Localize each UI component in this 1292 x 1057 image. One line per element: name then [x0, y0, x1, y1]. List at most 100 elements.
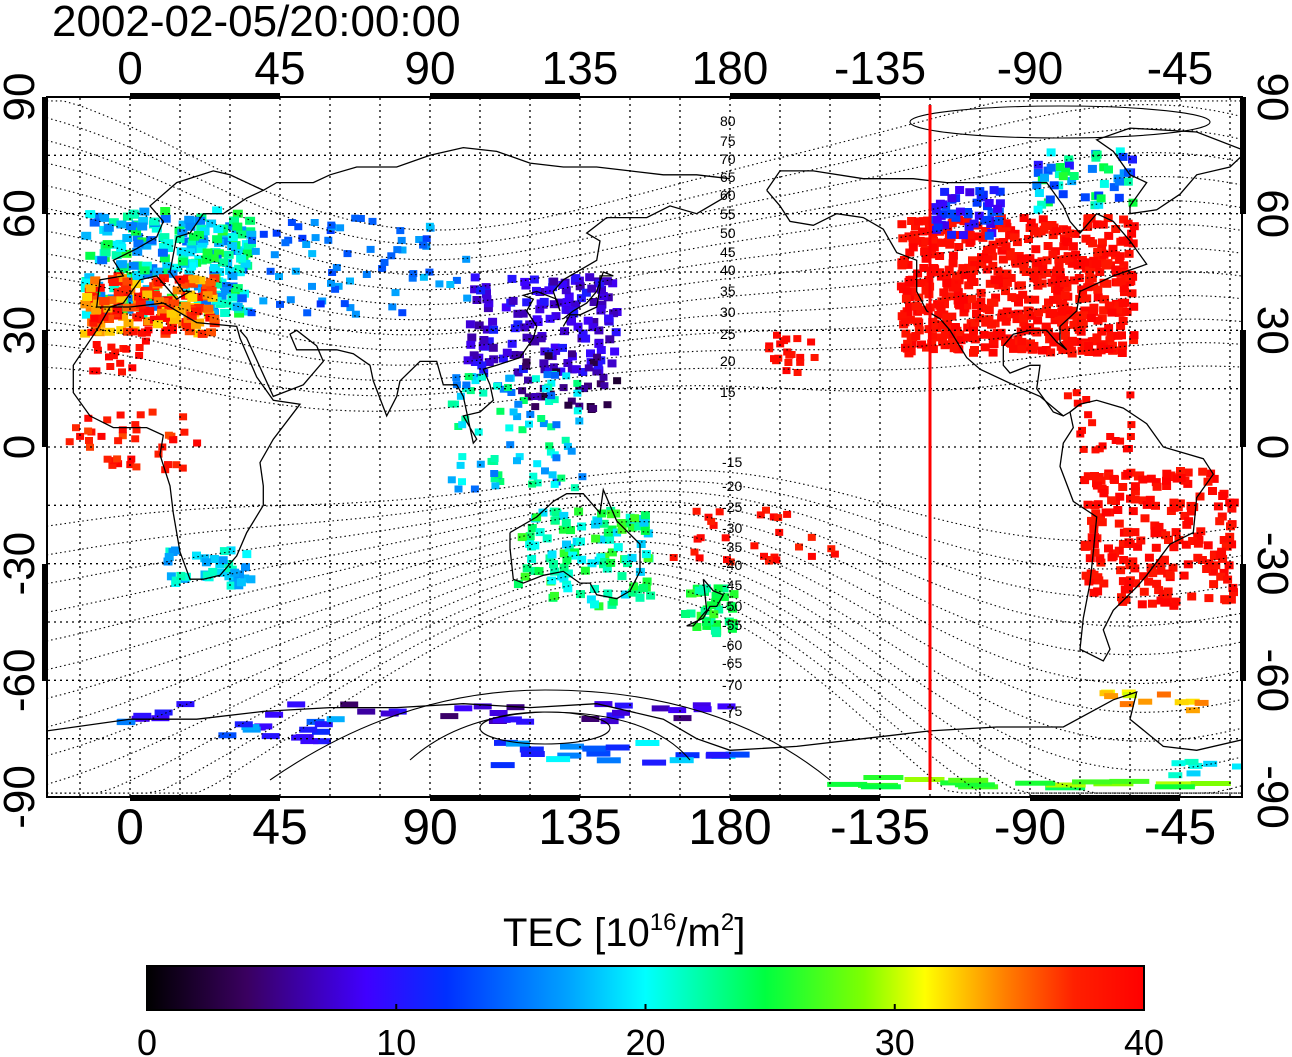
tec-cell	[467, 333, 477, 342]
tec-cell	[552, 454, 561, 462]
tec-cell	[116, 220, 127, 229]
tec-cell	[1065, 229, 1075, 238]
tec-cell	[639, 584, 648, 592]
tec-cell	[1087, 164, 1097, 173]
tec-cell	[636, 540, 646, 548]
tec-cell	[1053, 286, 1063, 295]
tec-cell	[178, 220, 189, 229]
tec-cell	[972, 198, 982, 207]
tec-cell	[300, 738, 319, 745]
tec-cell	[920, 247, 930, 256]
tec-cell	[116, 411, 125, 419]
tec-cell	[1019, 318, 1029, 327]
frame-bar-right	[1240, 330, 1246, 447]
contour-label: -60	[722, 637, 742, 653]
north-mag-contour	[47, 100, 1242, 231]
tec-cell	[578, 473, 587, 481]
tec-cell	[1082, 294, 1092, 303]
tec-cell	[160, 207, 171, 215]
tec-cell	[547, 423, 556, 431]
tec-cell	[531, 403, 540, 411]
tec-cell	[259, 230, 268, 238]
tec-cell	[484, 337, 494, 346]
tec-cell	[135, 344, 144, 351]
tec-cell	[1018, 314, 1028, 323]
tec-cell	[593, 361, 603, 370]
coastline-segment	[72, 302, 302, 580]
tec-cell	[144, 307, 155, 316]
tec-cell	[128, 261, 139, 270]
tec-cell	[147, 264, 158, 273]
tec-cell	[391, 289, 400, 297]
tec-cell	[1115, 492, 1125, 501]
tec-cell	[560, 327, 569, 336]
tec-cell	[169, 436, 178, 444]
tec-cell	[1208, 487, 1217, 495]
tec-cell	[193, 282, 204, 291]
tec-cell	[940, 330, 950, 339]
tec-cell	[1037, 270, 1047, 279]
tec-cell	[547, 550, 557, 559]
tec-cell	[991, 293, 1001, 302]
tec-cell	[1126, 433, 1135, 440]
tec-cell	[479, 369, 489, 378]
tec-cell	[993, 204, 1003, 213]
tec-cell	[533, 460, 542, 468]
tec-cell	[561, 436, 570, 444]
tec-cell	[208, 567, 218, 576]
tec-cell	[943, 238, 953, 247]
tec-cell	[1027, 342, 1037, 351]
tec-cell	[962, 333, 972, 342]
tec-cell	[97, 432, 106, 440]
tec-cell	[760, 552, 768, 560]
tec-cell	[938, 338, 948, 347]
tec-cell	[200, 287, 211, 295]
tec-cell	[563, 584, 573, 593]
tec-cell	[187, 279, 198, 288]
tec-cell	[608, 279, 618, 288]
colorbar-tick-label: 40	[1124, 1022, 1164, 1057]
tec-cell	[573, 389, 582, 397]
tec-cell	[949, 344, 959, 353]
tec-cell	[1175, 499, 1185, 508]
frame-bar-bottom	[730, 795, 880, 801]
tec-cell	[533, 318, 543, 326]
tec-cell	[108, 218, 119, 227]
tec-cell	[524, 376, 532, 384]
tec-cell	[388, 303, 397, 311]
tec-cell	[294, 223, 303, 231]
tec-cell	[560, 743, 584, 750]
contour-label: -15	[722, 454, 742, 470]
tec-cell	[717, 703, 736, 710]
bottom-lon-tick-label: -45	[1144, 799, 1216, 855]
tec-cell	[1072, 779, 1112, 785]
tec-cell	[291, 267, 300, 275]
tec-cell	[1018, 290, 1028, 299]
tec-cell	[1118, 341, 1128, 350]
tec-cell	[706, 601, 716, 610]
tec-cell	[1104, 693, 1119, 700]
colorbar: TEC [1016/m2] 0 10 20 30 40	[137, 909, 1164, 1057]
tec-cell	[308, 282, 316, 290]
tec-cell	[1171, 597, 1181, 606]
tec-cell	[103, 455, 112, 463]
tec-cell	[419, 241, 428, 249]
tec-cell	[1068, 258, 1078, 267]
frame-bar-right	[1240, 97, 1246, 214]
tec-cell	[387, 252, 396, 260]
tec-cell	[905, 302, 914, 311]
tec-cell	[351, 214, 360, 222]
tec-cell	[571, 300, 581, 309]
tec-cell	[772, 556, 781, 564]
tec-cell	[281, 239, 290, 247]
tec-cell	[245, 216, 256, 225]
tec-cell	[908, 237, 918, 246]
tec-cell	[1099, 163, 1109, 172]
map-grid	[48, 98, 1241, 796]
tec-cell	[1014, 298, 1023, 307]
tec-cell	[1217, 512, 1227, 521]
tec-cell	[80, 329, 91, 338]
contour-label: 55	[720, 206, 736, 222]
tec-cell	[1099, 579, 1109, 588]
tec-cell	[1169, 503, 1179, 512]
